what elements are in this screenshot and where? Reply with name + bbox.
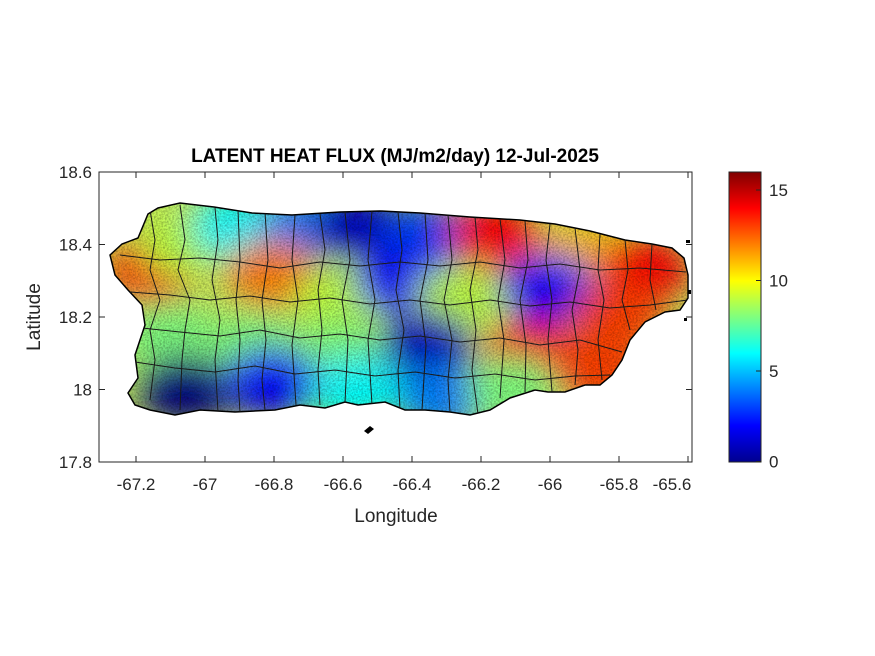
- y-tick-label: 18.6: [59, 163, 92, 182]
- chart-title: LATENT HEAT FLUX (MJ/m2/day) 12-Jul-2025: [191, 146, 599, 167]
- x-tick-label: -65.6: [653, 475, 692, 494]
- y-tick-label: 18: [73, 381, 92, 400]
- x-axis-label: Longitude: [354, 506, 437, 527]
- municipality-boundaries: [119, 204, 688, 415]
- x-axis: [135, 172, 689, 462]
- x-tick-label: -65.8: [600, 475, 639, 494]
- x-tick-label: -67.2: [117, 475, 156, 494]
- y-tick-label: 18.4: [59, 236, 92, 255]
- colorbar-ticks: [756, 189, 761, 462]
- x-tick-label: -66: [538, 475, 563, 494]
- colorbar-tick-label: 10: [769, 272, 788, 291]
- colorbar: [728, 171, 762, 463]
- x-tick-label: -66.6: [324, 475, 363, 494]
- y-tick-label: 18.2: [59, 308, 92, 327]
- x-tick-label: -66.4: [393, 475, 432, 494]
- offshore-islands: [364, 240, 691, 434]
- colorbar-tick-label: 5: [769, 362, 778, 381]
- x-tick-label: -66.2: [462, 475, 501, 494]
- colorbar-tick-label: 15: [769, 181, 788, 200]
- y-tick-label: 17.8: [59, 453, 92, 472]
- y-axis: [99, 171, 692, 463]
- x-tick-label: -67: [193, 475, 218, 494]
- x-tick-label: -66.8: [255, 475, 294, 494]
- colorbar-tick-label: 0: [769, 453, 778, 472]
- y-axis-label: Latitude: [24, 283, 45, 351]
